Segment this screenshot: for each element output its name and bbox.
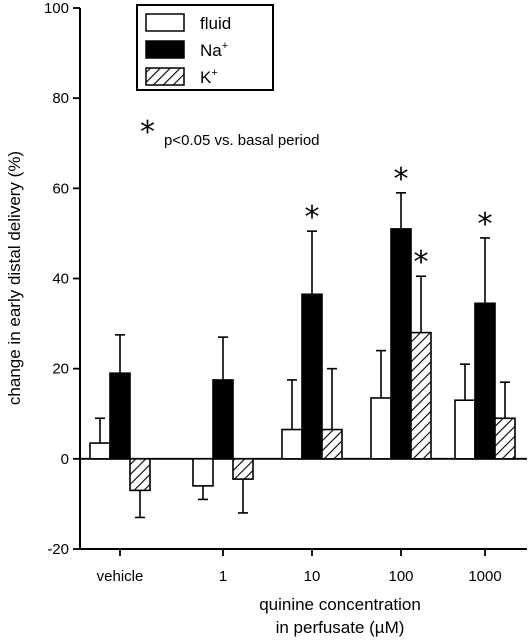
significance-note-text: p<0.05 vs. basal period — [164, 132, 320, 149]
legend-label-na: Na+ — [200, 40, 228, 60]
y-tick-label-6: 100 — [44, 0, 69, 17]
bar-na-1 — [212, 379, 234, 460]
x-axis-label-line1: quinine concentration — [259, 595, 421, 614]
significance-star-k-3: * — [414, 245, 429, 280]
y-tick-label-4: 60 — [52, 180, 69, 197]
y-tick-label-1: 0 — [61, 451, 69, 468]
x-tick-label-1: 1 — [219, 568, 227, 585]
x-axis-label-line2: in perfusate (µM) — [276, 618, 405, 637]
legend-label-fluid: fluid — [200, 14, 231, 33]
y-tick-label-2: 20 — [52, 361, 69, 378]
bar-na-2 — [301, 293, 323, 460]
bar-na-3 — [390, 228, 412, 460]
bar-fluid-0 — [89, 442, 111, 460]
significance-star-na-4: * — [478, 207, 493, 242]
y-tick-label-5: 80 — [52, 90, 69, 107]
x-tick-label-3: 100 — [388, 568, 413, 585]
significance-star-na-2: * — [305, 200, 320, 235]
legend-border — [136, 4, 274, 91]
bar-na-0 — [109, 372, 131, 460]
bar-fluid-1 — [192, 458, 214, 487]
bar-k-0 — [129, 458, 151, 492]
bar-fluid-4 — [454, 399, 476, 460]
bar-fluid-2 — [281, 428, 303, 460]
y-tick-label-3: 40 — [52, 271, 69, 288]
legend-swatch-k — [145, 67, 185, 86]
x-tick-label-0: vehicle — [97, 568, 144, 585]
bar-k-1 — [232, 458, 254, 480]
x-tick-label-2: 10 — [304, 568, 321, 585]
bar-k-2 — [321, 428, 343, 460]
x-tick-label-4: 1000 — [468, 568, 501, 585]
bar-fluid-3 — [370, 397, 392, 460]
plot-area: -20 0 20 40 60 80 100 vehicle 1 10 100 1000 * * * * — [44, 0, 527, 585]
y-axis-label: change in early distal delivery (%) — [5, 151, 24, 405]
y-tick-label-0: -20 — [47, 541, 69, 558]
significance-note: * p<0.05 vs. basal period — [140, 115, 320, 150]
bar-na-4 — [474, 302, 496, 460]
legend-swatch-na — [145, 40, 185, 59]
bar-k-3 — [410, 331, 432, 460]
significance-note-symbol: * — [140, 115, 155, 150]
legend: fluid Na+ K+ — [136, 4, 274, 91]
significance-star-na-3: * — [394, 162, 409, 197]
bar-k-4 — [494, 417, 516, 460]
legend-swatch-fluid — [145, 13, 185, 32]
legend-label-k: K+ — [200, 67, 218, 87]
